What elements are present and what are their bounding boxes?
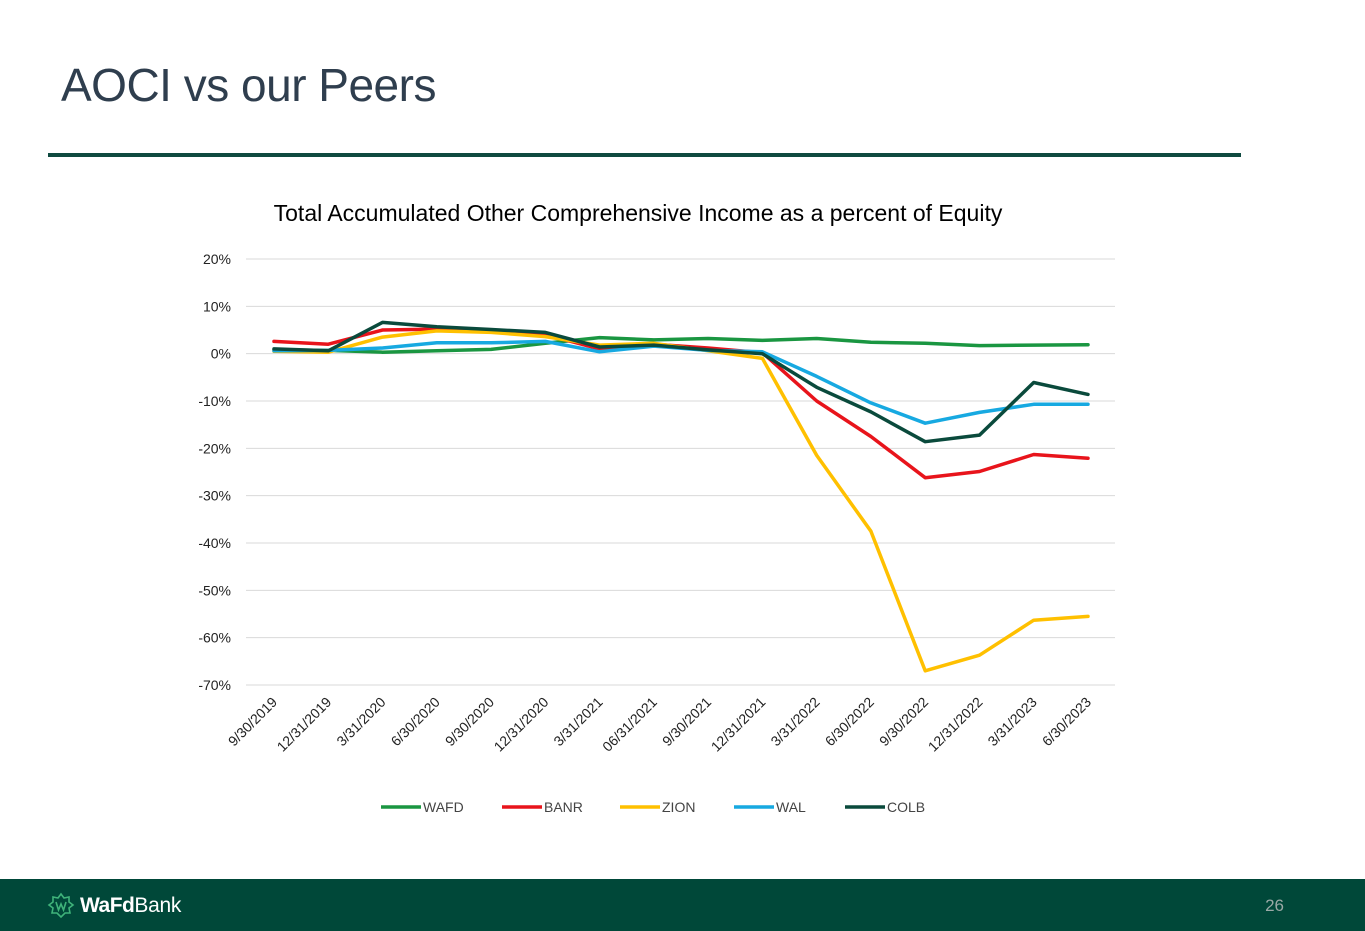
x-tick-label: 6/30/2022 [822, 694, 878, 750]
slide-title: AOCI vs our Peers [61, 59, 436, 111]
y-tick-label: -50% [198, 582, 231, 598]
footer-bar: WaFd Bank 26 [0, 879, 1365, 931]
y-tick-label: 20% [203, 251, 231, 267]
legend-item-zion: ZION [620, 799, 695, 815]
legend-item-colb: COLB [845, 799, 925, 815]
gridlines [246, 258, 1115, 686]
legend-label: COLB [887, 799, 925, 815]
wafd-bank-logo: WaFd Bank [46, 891, 181, 921]
x-tick-label: 3/31/2023 [984, 694, 1040, 750]
y-axis-ticks: 20% 10% 0% -10% -20% -30% -40% -50% -60% -70% [198, 251, 231, 693]
x-tick-label: 9/30/2022 [876, 694, 932, 750]
legend-item-banr: BANR [502, 799, 583, 815]
wafd-mark-icon [47, 892, 75, 919]
legend-label: ZION [662, 799, 695, 815]
x-tick-label: 6/30/2020 [388, 694, 444, 750]
legend: WAFD BANR ZION WAL COLB [381, 799, 925, 815]
x-tick-label: 6/30/2023 [1039, 694, 1095, 750]
legend-label: WAL [776, 799, 806, 815]
y-tick-label: -30% [198, 488, 231, 504]
legend-item-wafd: WAFD [381, 799, 464, 815]
x-tick-label: 06/31/2021 [599, 694, 660, 755]
logo-text-wafd: WaFd [80, 894, 135, 917]
x-axis-ticks: 9/30/201912/31/20193/31/20206/30/20209/3… [225, 694, 1095, 755]
x-tick-label: 12/31/2021 [708, 694, 769, 755]
x-tick-label: 9/30/2019 [225, 694, 281, 750]
aoci-line-chart: Total Accumulated Other Comprehensive In… [198, 200, 1115, 815]
page-number: 26 [1265, 896, 1284, 915]
legend-label: WAFD [423, 799, 464, 815]
y-tick-label: 10% [203, 298, 231, 314]
y-tick-label: -70% [198, 677, 231, 693]
x-tick-label: 9/30/2021 [659, 694, 715, 750]
x-tick-label: 3/31/2022 [767, 694, 823, 750]
y-tick-label: -10% [198, 393, 231, 409]
series-line-colb [272, 320, 1090, 444]
x-tick-label: 3/31/2021 [550, 694, 606, 750]
x-tick-label: 9/30/2020 [442, 694, 498, 750]
x-tick-label: 12/31/2020 [491, 694, 552, 755]
x-tick-label: 12/31/2019 [274, 694, 335, 755]
x-tick-label: 12/31/2022 [925, 694, 986, 755]
x-tick-label: 3/31/2020 [333, 694, 389, 750]
title-divider [48, 153, 1241, 157]
series-lines [272, 320, 1090, 673]
y-tick-label: -60% [198, 630, 231, 646]
chart-title: Total Accumulated Other Comprehensive In… [274, 200, 1003, 226]
series-line-zion [272, 329, 1090, 673]
y-tick-label: -40% [198, 535, 231, 551]
logo-text-bank: Bank [134, 894, 182, 917]
legend-item-wal: WAL [734, 799, 806, 815]
legend-label: BANR [544, 799, 583, 815]
y-tick-label: 0% [211, 346, 231, 362]
series-line-wafd [272, 335, 1090, 354]
y-tick-label: -20% [198, 440, 231, 456]
